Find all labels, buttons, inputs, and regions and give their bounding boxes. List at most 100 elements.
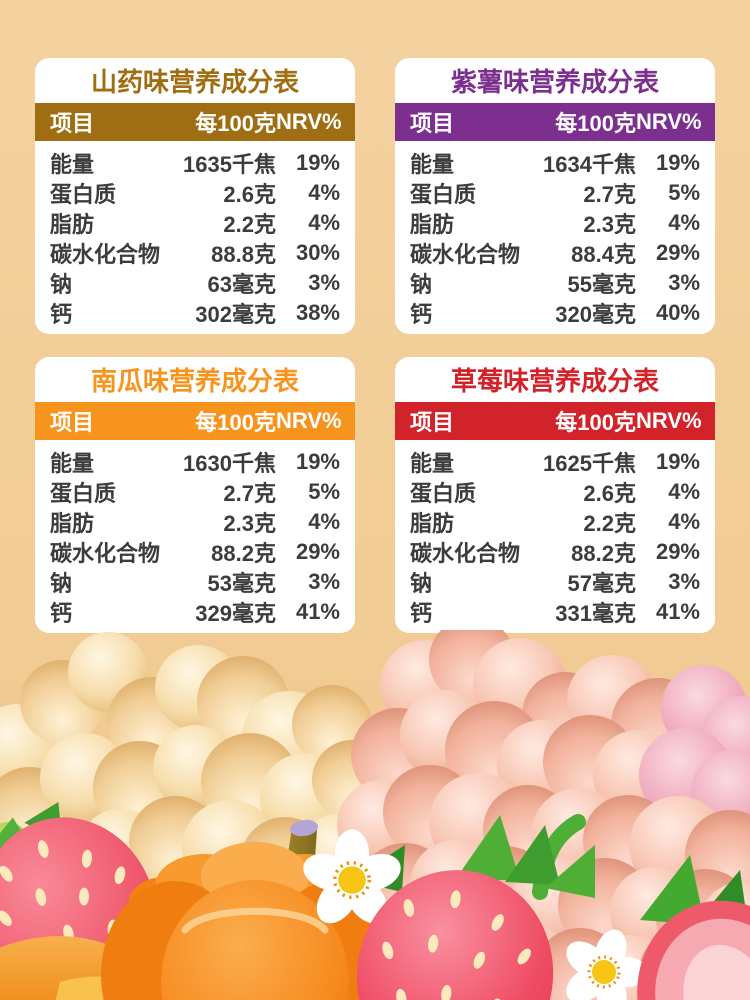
nutrient-label: 蛋白质: [410, 481, 477, 506]
table-row: 碳水化合物 88.4克 29%: [410, 237, 700, 267]
nutrient-nrv: 29%: [655, 539, 700, 564]
nutrient-nrv: 30%: [295, 240, 340, 265]
nutrient-value: 2.6克: [223, 182, 276, 207]
table-row: 脂肪 2.2克 4%: [410, 506, 700, 536]
table-header-row: 项目 每100克 NRV%: [35, 402, 355, 440]
nutrient-label: 钠: [410, 571, 433, 596]
nutrient-value: 2.2克: [583, 511, 636, 536]
table-row: 蛋白质 2.6克 4%: [410, 476, 700, 506]
table-row: 蛋白质 2.7克 5%: [50, 476, 340, 506]
col-header-nrv: NRV%: [636, 109, 702, 134]
nutrient-nrv: 29%: [655, 240, 700, 265]
nutrient-value: 2.2克: [223, 212, 276, 237]
nutrient-label: 能量: [410, 451, 455, 476]
nutrition-card-strawberry: 草莓味营养成分表 项目 每100克 NRV% 能量 1625千焦 19% 蛋白质 2.6…: [395, 357, 715, 633]
nutrient-value: 53毫克: [207, 571, 276, 596]
table-row: 能量 1625千焦 19%: [410, 446, 700, 476]
col-header-per100g: 每100克: [195, 111, 276, 136]
nutrition-card-yam: 山药味营养成分表 项目 每100克 NRV% 能量 1635千焦 19% 蛋白质 2.6…: [35, 58, 355, 334]
nutrient-nrv: 3%: [308, 569, 340, 594]
nutrient-value: 2.3克: [223, 511, 276, 536]
nutrient-value: 88.2克: [571, 541, 636, 566]
nutrient-nrv: 4%: [308, 180, 340, 205]
nutrient-value: 88.8克: [211, 242, 276, 267]
nutrient-value: 63毫克: [207, 272, 276, 297]
nutrient-nrv: 19%: [655, 150, 700, 175]
col-header-nrv: NRV%: [636, 408, 702, 433]
nutrient-label: 钠: [50, 272, 73, 297]
nutrient-label: 碳水化合物: [50, 242, 161, 267]
nutrient-nrv: 38%: [295, 300, 340, 325]
table-row: 碳水化合物 88.2克 29%: [410, 536, 700, 566]
table-row: 能量 1634千焦 19%: [410, 147, 700, 177]
col-header-per100g: 每100克: [555, 410, 636, 435]
nutrient-label: 碳水化合物: [410, 541, 521, 566]
nutrient-label: 碳水化合物: [50, 541, 161, 566]
table-header-row: 项目 每100克 NRV%: [35, 103, 355, 141]
nutrient-value: 302毫克: [195, 302, 276, 327]
table-row: 蛋白质 2.7克 5%: [410, 177, 700, 207]
table-row: 钙 320毫克 40%: [410, 297, 700, 327]
table-row: 脂肪 2.3克 4%: [410, 207, 700, 237]
table-row: 能量 1635千焦 19%: [50, 147, 340, 177]
table-row: 能量 1630千焦 19%: [50, 446, 340, 476]
nutrient-nrv: 41%: [655, 599, 700, 624]
nutrient-value: 331毫克: [555, 601, 636, 626]
nutrient-label: 蛋白质: [50, 481, 117, 506]
strawberry-center: [356, 814, 595, 1000]
card-title-yam: 山药味营养成分表: [90, 67, 299, 97]
nutrient-label: 蛋白质: [50, 182, 117, 207]
nutrient-label: 脂肪: [50, 212, 95, 237]
table-row: 钙 331毫克 41%: [410, 596, 700, 626]
table-body: 能量 1635千焦 19% 蛋白质 2.6克 4% 脂肪 2.2克 4% 碳水化合物 88.8克 30…: [35, 141, 355, 327]
nutrient-nrv: 19%: [295, 449, 340, 474]
nutrient-label: 能量: [410, 152, 455, 177]
nutrient-nrv: 4%: [668, 479, 700, 504]
nutrient-nrv: 4%: [308, 509, 340, 534]
nutrient-value: 320毫克: [555, 302, 636, 327]
table-row: 碳水化合物 88.8克 30%: [50, 237, 340, 267]
card-title-pumpkin: 南瓜味营养成分表: [90, 366, 299, 396]
nutrition-card-purple-sweet-potato: 紫薯味营养成分表 项目 每100克 NRV% 能量 1634千焦 19% 蛋白质 2.7…: [395, 58, 715, 334]
col-header-item: 项目: [410, 410, 455, 435]
card-title-strawberry: 草莓味营养成分表: [450, 366, 659, 396]
table-body: 能量 1625千焦 19% 蛋白质 2.6克 4% 脂肪 2.2克 4% 碳水化合物 88.2克 29…: [395, 440, 715, 626]
col-header-item: 项目: [50, 410, 95, 435]
product-illustration: [0, 630, 750, 1000]
nutrient-nrv: 41%: [295, 599, 340, 624]
nutrient-label: 蛋白质: [410, 182, 477, 207]
nutrient-value: 1634千焦: [543, 152, 636, 177]
nutrient-label: 脂肪: [50, 511, 95, 536]
nutrient-nrv: 19%: [655, 449, 700, 474]
nutrient-label: 钙: [50, 601, 73, 626]
nutrient-label: 能量: [50, 451, 95, 476]
nutrient-value: 57毫克: [567, 571, 636, 596]
nutrient-label: 钠: [50, 571, 73, 596]
nutrient-nrv: 4%: [668, 210, 700, 235]
table-body: 能量 1634千焦 19% 蛋白质 2.7克 5% 脂肪 2.3克 4% 碳水化合物 88.4克 29…: [395, 141, 715, 327]
table-row: 钠 55毫克 3%: [410, 267, 700, 297]
table-row: 钠 57毫克 3%: [410, 566, 700, 596]
col-header-item: 项目: [50, 111, 95, 136]
nutrient-value: 1635千焦: [183, 152, 276, 177]
table-row: 钙 302毫克 38%: [50, 297, 340, 327]
table-body: 能量 1630千焦 19% 蛋白质 2.7克 5% 脂肪 2.3克 4% 碳水化合物 88.2克 29…: [35, 440, 355, 626]
nutrient-label: 碳水化合物: [410, 242, 521, 267]
nutrient-value: 2.7克: [223, 481, 276, 506]
table-row: 碳水化合物 88.2克 29%: [50, 536, 340, 566]
table-row: 脂肪 2.2克 4%: [50, 207, 340, 237]
col-header-per100g: 每100克: [195, 410, 276, 435]
nutrient-label: 钙: [50, 302, 73, 327]
table-row: 钠 63毫克 3%: [50, 267, 340, 297]
nutrient-nrv: 5%: [668, 180, 700, 205]
nutrient-value: 88.4克: [571, 242, 636, 267]
nutrient-label: 钙: [410, 302, 433, 327]
col-header-nrv: NRV%: [276, 109, 342, 134]
nutrient-nrv: 3%: [668, 569, 700, 594]
table-header-row: 项目 每100克 NRV%: [395, 103, 715, 141]
table-row: 蛋白质 2.6克 4%: [50, 177, 340, 207]
col-header-item: 项目: [410, 111, 455, 136]
nutrient-nrv: 3%: [308, 270, 340, 295]
table-row: 钠 53毫克 3%: [50, 566, 340, 596]
nutrient-nrv: 5%: [308, 479, 340, 504]
